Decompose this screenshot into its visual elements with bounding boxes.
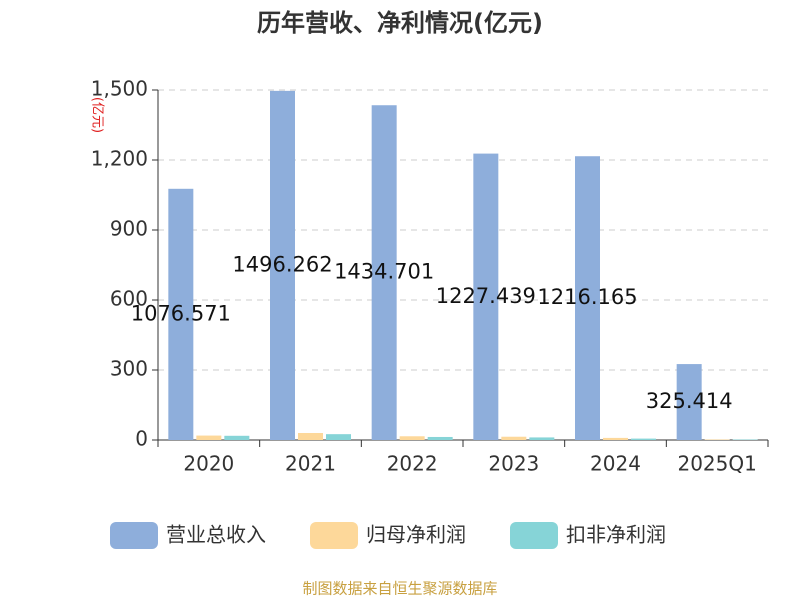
data-label: 1434.701: [334, 260, 434, 284]
y-axis-label: (亿元): [90, 97, 105, 133]
bar: [224, 435, 250, 440]
bar: [371, 105, 397, 440]
bar: [631, 438, 656, 440]
x-tick-label: 2023: [488, 452, 539, 476]
legend-swatch: [110, 522, 158, 549]
bar: [326, 434, 351, 440]
chart-title: 历年营收、净利情况(亿元): [257, 9, 543, 37]
legend-swatch: [310, 522, 358, 549]
bar: [603, 437, 628, 440]
bar: [196, 435, 222, 440]
legend-label: 扣非净利润: [566, 523, 666, 547]
data-label: 1227.439: [436, 284, 536, 308]
data-label: 1216.165: [537, 285, 637, 309]
x-tick-label: 2025Q1: [677, 452, 756, 476]
bar: [427, 436, 453, 440]
data-label: 1496.262: [232, 252, 332, 276]
bar: [168, 188, 194, 440]
source-note: 制图数据来自恒生聚源数据库: [302, 580, 497, 598]
bar: [676, 364, 702, 440]
x-tick-label: 2020: [183, 452, 234, 476]
legend-label: 营业总收入: [166, 523, 266, 547]
data-label: 1076.571: [131, 301, 231, 325]
bar: [270, 90, 295, 441]
data-label: 325.414: [646, 389, 733, 413]
bar: [575, 156, 600, 441]
bar: [298, 433, 323, 440]
y-tick-label: 1,200: [91, 147, 148, 171]
x-tick-label: 2022: [387, 452, 438, 476]
y-tick-label: 0: [135, 427, 148, 451]
y-tick-label: 600: [110, 287, 148, 311]
y-tick-label: 300: [110, 357, 148, 381]
x-tick-label: 2021: [285, 452, 336, 476]
bar: [473, 153, 499, 440]
legend-label: 归母净利润: [366, 523, 466, 547]
bar: [501, 436, 527, 440]
y-tick-label: 900: [110, 217, 148, 241]
bar: [529, 437, 555, 440]
legend-swatch: [510, 522, 558, 549]
bar: [399, 436, 425, 440]
y-tick-label: 1,500: [91, 77, 148, 101]
x-tick-label: 2024: [590, 452, 641, 476]
